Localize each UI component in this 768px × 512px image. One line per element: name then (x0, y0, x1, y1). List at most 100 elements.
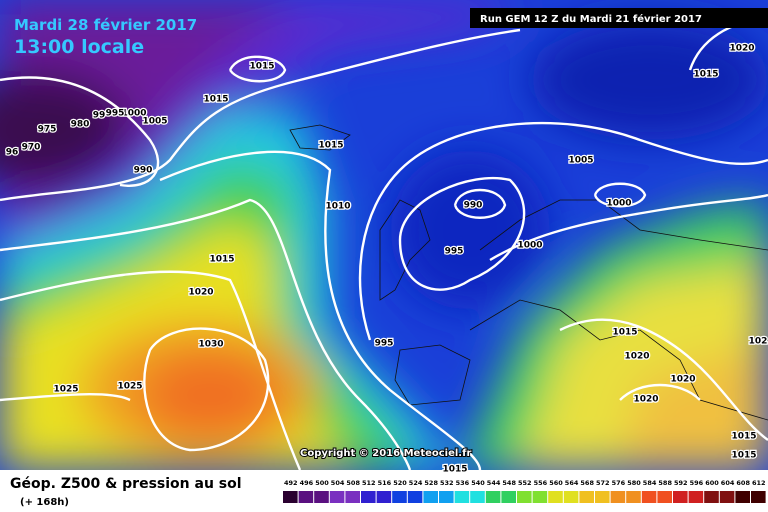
scale-swatch (595, 491, 610, 503)
scale-label: 548 (502, 479, 516, 487)
scale-swatch (470, 491, 485, 503)
scale-swatch (423, 491, 438, 503)
isobar-label: 995 (445, 247, 464, 257)
isobar-label: 1000 (121, 109, 146, 119)
isobar-label: 995 (106, 109, 125, 119)
scale-label: 516 (378, 479, 392, 487)
isobar-label: 1005 (568, 156, 593, 166)
scale-swatch (501, 491, 516, 503)
isobar-label: 1015 (318, 141, 343, 151)
isobar-label: 1010 (325, 202, 350, 212)
isobar-label: 975 (38, 125, 57, 135)
scale-label: 588 (658, 479, 672, 487)
scale-label: 536 (456, 479, 470, 487)
scale-swatch (314, 491, 329, 503)
run-info: Run GEM 12 Z du Mardi 21 février 2017 (480, 13, 702, 25)
scale-swatch (548, 491, 563, 503)
isobar-label: 1005 (142, 117, 167, 127)
scale-swatch (345, 491, 360, 503)
scale-swatch (641, 491, 657, 503)
footer-lead: (+ 168h) (20, 497, 69, 508)
scale-label: 608 (736, 479, 750, 487)
isobar-label: 1015 (209, 255, 234, 265)
isobar-label: 1015 (731, 451, 756, 461)
isobar-label: 1000 (606, 199, 631, 209)
scale-label: 584 (643, 479, 657, 487)
isobar-label: 995 (375, 339, 394, 349)
scale-label: 604 (721, 479, 735, 487)
footer-title: Géop. Z500 & pression au sol (10, 476, 242, 492)
isobar-label: 990 (134, 166, 153, 176)
isobar-label: 980 (71, 120, 90, 130)
scale-label: 560 (549, 479, 563, 487)
scale-label: 532 (440, 479, 454, 487)
time: 13:00 locale (14, 36, 144, 58)
isobar-label: 1025 (117, 382, 142, 392)
scale-label: 600 (705, 479, 719, 487)
scale-label: 572 (596, 479, 610, 487)
scale-swatch (361, 491, 376, 503)
scale-label: 612 (752, 479, 766, 487)
scale-label: 512 (362, 479, 376, 487)
scale-swatch (626, 491, 641, 503)
scale-swatch (673, 491, 688, 503)
isobar-labels: 1015101510051000995999809759709699010151… (4, 42, 768, 476)
isobar-label: 102 (749, 337, 768, 347)
isobar-label: 990 (464, 201, 483, 211)
scale-swatch (735, 491, 750, 503)
scale-swatch (439, 491, 454, 503)
scale-swatch (751, 491, 766, 503)
scale-swatch (517, 491, 532, 503)
isobar-label: 1020 (624, 352, 649, 362)
isobar-label: 1020 (188, 288, 213, 298)
color-scale: 492 496 500 504 508 512 516 520 524 528 532 536 540 5… (283, 479, 766, 503)
date: Mardi 28 février 2017 (14, 16, 197, 34)
scale-swatch (407, 491, 423, 503)
isobars (0, 18, 768, 470)
scale-label: 500 (315, 479, 329, 487)
scale-label: 576 (612, 479, 626, 487)
scale-label: 552 (518, 479, 532, 487)
scale-label: 580 (627, 479, 641, 487)
isobar-label: 96 (6, 148, 19, 158)
field (0, 0, 768, 470)
scale-swatch (392, 491, 407, 503)
scale-swatch (454, 491, 470, 503)
scale-swatch (298, 491, 314, 503)
scale-label: 592 (674, 479, 688, 487)
scale-label: 556 (534, 479, 548, 487)
isobar-label: 1015 (731, 432, 756, 442)
scale-label: 524 (409, 479, 423, 487)
isobar-label: 1015 (693, 70, 718, 80)
scale-label: 596 (690, 479, 704, 487)
scale-swatch (688, 491, 704, 503)
scale-label: 544 (487, 479, 501, 487)
copyright: Copyright © 2016 Meteociel.fr (300, 448, 471, 459)
isobar-label: 1020 (670, 375, 695, 385)
scale-swatch (485, 491, 501, 503)
isobar-label: 1015 (612, 328, 637, 338)
scale-swatch (283, 491, 298, 503)
isobar-label: 99 (93, 111, 106, 121)
run-box (470, 8, 768, 28)
scale-swatch (657, 491, 672, 503)
scale-label: 496 (300, 479, 314, 487)
isobar-label: 970 (22, 143, 41, 153)
scale-label: 504 (331, 479, 345, 487)
scale-label: 492 (284, 479, 298, 487)
scale-swatch (719, 491, 735, 503)
scale-label: 568 (580, 479, 594, 487)
isobar-label: 1020 (729, 44, 754, 54)
scale-swatch (329, 491, 345, 503)
isobar-label: 1015 (442, 465, 467, 475)
isobar-label: 1015 (203, 95, 228, 105)
isobar-label: 1015 (249, 62, 274, 72)
scale-label: 520 (393, 479, 407, 487)
scale-label: 540 (471, 479, 485, 487)
scale-swatch (376, 491, 392, 503)
scale-label: 564 (565, 479, 579, 487)
scale-swatch (579, 491, 594, 503)
isobar-label: 1000 (517, 241, 542, 251)
scale-label: 508 (346, 479, 360, 487)
